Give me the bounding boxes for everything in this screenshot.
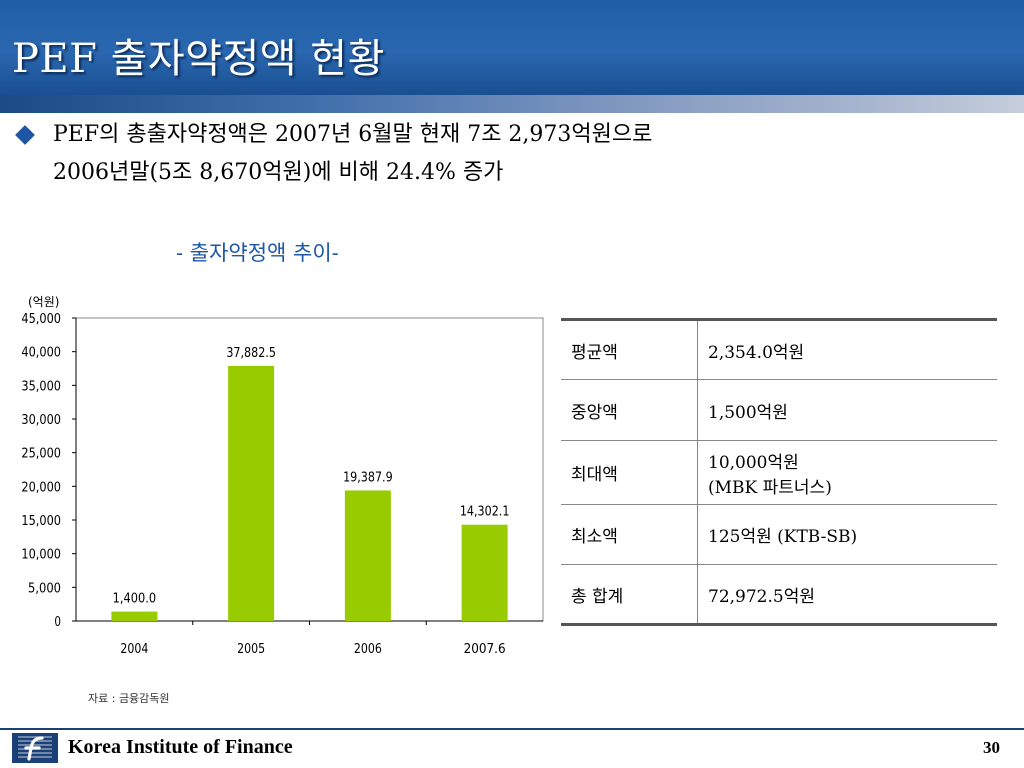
summary-line-2: 2006년말(5조 8,670억원)에 비해 24.4% 증가 [53,160,504,185]
table-key: 중앙액 [561,379,698,441]
table-value: 2,354.0억원 [697,319,997,380]
y-tick-label: 5,000 [28,581,61,596]
table-key: 총 합계 [561,564,698,625]
y-unit-label: (억원) [28,295,59,309]
source-note: 자료 : 금융감독원 [88,692,170,705]
y-tick-label: 40,000 [21,346,61,361]
stats-table: 평균액 2,354.0억원 중앙액 1,500억원 최대액 10,000억원 (… [561,318,997,626]
table-value: 125억원 (KTB-SB) [697,504,997,565]
y-tick-label: 25,000 [21,447,61,462]
table-row: 중앙액 1,500억원 [561,379,997,441]
bar-value-label: 14,302.1 [460,505,510,520]
footer-organization: Korea Institute of Finance [68,736,293,758]
bar-chart: (억원) 0 5,000 10,000 15,000 20,000 25,000 30,000… [0,280,560,680]
table-value-note: (MBK 파트너스) [708,477,832,498]
chart-title: - 출자약정액 추이- [176,241,339,265]
table-row: 최소액 125억원 (KTB-SB) [561,504,997,565]
table-value: 1,500억원 [697,379,997,441]
title-underline [0,95,1024,113]
bar [344,490,391,621]
x-tick-label: 2007.6 [464,642,506,657]
diamond-bullet-icon [15,125,35,145]
page-title: PEF 출자약정액 현황 [12,36,385,82]
table-value-max: 10,000억원 (MBK 파트너스) [697,440,997,505]
bar [461,524,508,621]
y-tick-label: 35,000 [21,379,61,394]
footer-rule [0,728,1024,730]
table-key: 최소액 [561,504,698,565]
x-tick-label: 2006 [354,642,382,657]
table-key: 평균액 [561,319,698,380]
x-tick-label: 2005 [237,642,265,657]
bar-value-label: 37,882.5 [226,346,276,361]
table-value: 10,000억원 [708,452,799,473]
bar [228,365,275,621]
bar-value-label: 1,400.0 [113,592,156,607]
title-bar: PEF 출자약정액 현황 [0,0,1024,95]
page-number: 30 [983,738,1000,757]
y-tick-label: 10,000 [21,548,61,563]
x-tick-label: 2004 [120,642,148,657]
bar-chart-svg: (억원) 0 5,000 10,000 15,000 20,000 25,000 30,000… [21,295,544,657]
y-tick-label: 45,000 [21,312,61,327]
summary-line-1: PEF의 총출자약정액은 2007년 6월말 현재 7조 2,973억원으로 [53,122,653,147]
summary-text: PEF의 총출자약정액은 2007년 6월말 현재 7조 2,973억원으로 2… [53,116,953,192]
bar-value-label: 19,387.9 [343,470,393,485]
y-tick-label: 15,000 [21,514,61,529]
kif-logo-icon [12,733,58,763]
y-tick-label: 0 [54,615,61,630]
bar [111,611,158,621]
table-row: 총 합계 72,972.5억원 [561,564,997,625]
y-tick-label: 20,000 [21,480,61,495]
y-tick-label: 30,000 [21,413,61,428]
table-row: 평균액 2,354.0억원 [561,319,997,380]
table-row: 최대액 10,000억원 (MBK 파트너스) [561,440,997,505]
table-key: 최대액 [561,440,698,505]
table-value: 72,972.5억원 [697,564,997,625]
